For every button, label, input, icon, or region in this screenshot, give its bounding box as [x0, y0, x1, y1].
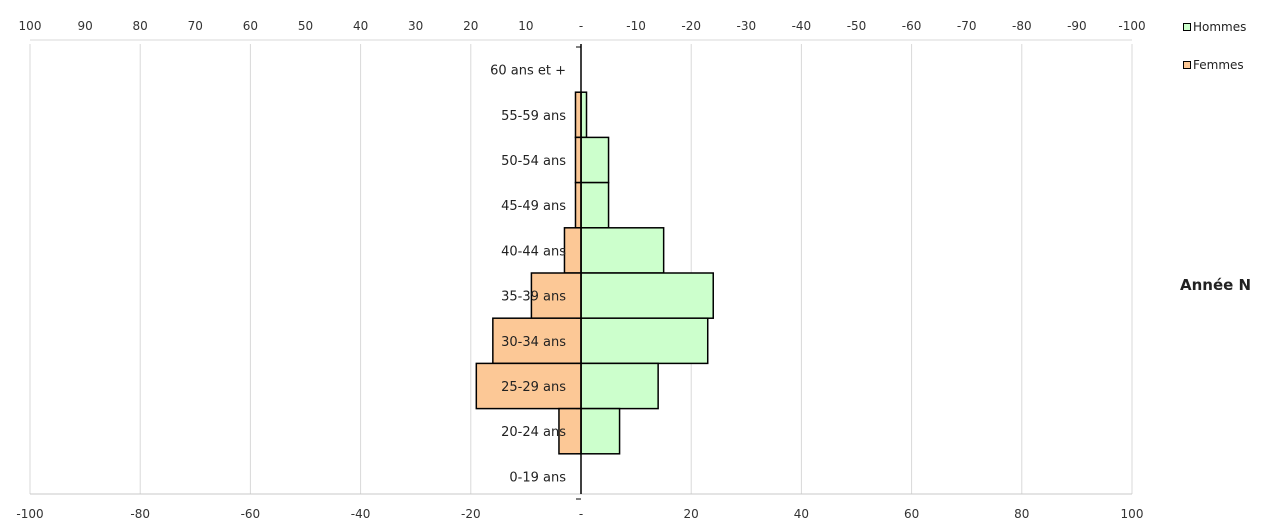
- category-label: 55-59 ans: [501, 109, 566, 124]
- bar-femmes: [574, 181, 582, 229]
- top-tick-label: 90: [77, 19, 92, 33]
- bar-femmes: [475, 362, 582, 410]
- legend-label-femmes: Femmes: [1193, 58, 1244, 72]
- bar-hommes: [580, 317, 709, 365]
- top-tick-label: 10: [518, 19, 533, 33]
- bar-hommes: [580, 272, 714, 319]
- category-label: 30-34 ans: [501, 335, 566, 350]
- category-label: 25-29 ans: [501, 380, 566, 395]
- bar-hommes: [580, 407, 621, 455]
- bottom-tick-label: -60: [241, 507, 261, 521]
- bottom-tick-label: 100: [1121, 507, 1144, 521]
- category-label: 50-54 ans: [501, 154, 566, 169]
- legend-swatch-hommes: [1183, 23, 1191, 31]
- bar-femmes: [574, 91, 582, 139]
- bar-hommes: [580, 362, 659, 410]
- top-tick-label: -80: [1012, 19, 1032, 33]
- top-tick-label: 80: [133, 19, 148, 33]
- top-tick-label: 40: [353, 19, 368, 33]
- category-label: 0-19 ans: [509, 470, 566, 485]
- top-tick-label: 50: [298, 19, 313, 33]
- top-tick-label: 70: [188, 19, 203, 33]
- chart-annotation: Année N: [1180, 276, 1252, 294]
- top-tick-label: -30: [736, 19, 756, 33]
- legend-swatch-femmes: [1183, 61, 1191, 69]
- category-label: 45-49 ans: [501, 199, 566, 214]
- bottom-tick-label: 60: [904, 507, 919, 521]
- bar-femmes: [492, 317, 582, 365]
- bottom-tick-label: -20: [461, 507, 481, 521]
- category-label: 60 ans et +: [490, 64, 566, 79]
- top-tick-label: -40: [792, 19, 812, 33]
- top-tick-label: -50: [847, 19, 867, 33]
- bottom-tick-label: -40: [351, 507, 371, 521]
- bottom-tick-label: -100: [16, 507, 43, 521]
- bottom-tick-label: -80: [130, 507, 150, 521]
- top-tick-label: 60: [243, 19, 258, 33]
- top-tick-label: -70: [957, 19, 977, 33]
- bar-hommes: [580, 91, 588, 139]
- top-tick-label: 20: [463, 19, 478, 33]
- category-label: 40-44 ans: [501, 244, 566, 259]
- legend-item-femmes: Femmes: [1183, 58, 1244, 72]
- bar-femmes: [563, 227, 582, 274]
- bar-hommes: [580, 227, 665, 274]
- bar-hommes: [580, 181, 610, 229]
- top-tick-label: -20: [681, 19, 701, 33]
- top-tick-label: 30: [408, 19, 423, 33]
- bar-femmes: [574, 136, 582, 184]
- legend-label-hommes: Hommes: [1193, 20, 1247, 34]
- bar-hommes: [580, 136, 610, 184]
- top-tick-label: -60: [902, 19, 922, 33]
- top-tick-label: 100: [19, 19, 42, 33]
- bottom-tick-label: 80: [1014, 507, 1029, 521]
- category-label: 35-39 ans: [501, 290, 566, 305]
- top-tick-label: -: [579, 19, 583, 33]
- top-tick-label: -90: [1067, 19, 1087, 33]
- legend-item-hommes: Hommes: [1183, 20, 1246, 34]
- top-tick-label: -10: [626, 19, 646, 33]
- category-label: 20-24 ans: [501, 425, 566, 440]
- bottom-tick-label: 40: [794, 507, 809, 521]
- bottom-tick-label: 20: [684, 507, 699, 521]
- top-tick-label: -100: [1118, 19, 1145, 33]
- bar-femmes: [530, 272, 582, 319]
- bottom-tick-label: -: [579, 507, 583, 521]
